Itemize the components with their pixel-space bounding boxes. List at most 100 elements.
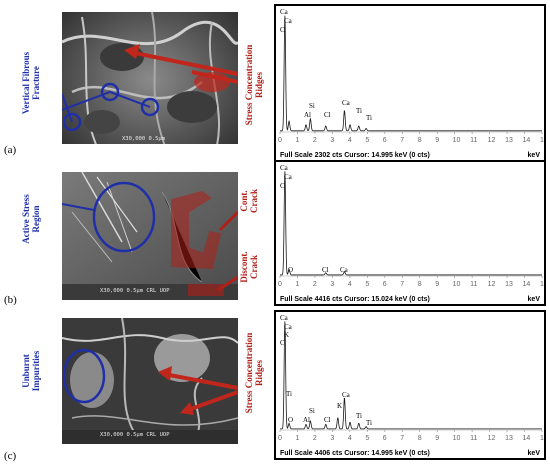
row-c-scalebar: X30,000 0.5µm CRL UOP — [100, 432, 170, 438]
tick-label: 2 — [313, 137, 317, 144]
row-b-footer: Full Scale 4416 cts Cursor: 15.024 keV (… — [280, 296, 430, 303]
tick-label: 0 — [278, 435, 282, 442]
row-a-peak-ca-2: Ca — [284, 17, 292, 25]
tick-label: 12 — [488, 435, 496, 442]
tick-label: 11 — [470, 435, 477, 442]
row-c-label: (c) — [4, 450, 17, 462]
tick-label: 1 — [295, 435, 299, 442]
tick-label: 8 — [418, 435, 422, 442]
row-c-footer: Full Scale 4406 cts Cursor: 14.995 keV (… — [280, 450, 430, 457]
tick-label: 4 — [348, 281, 352, 288]
tick-label: 11 — [470, 281, 477, 288]
row-c-peak-ca-1: Ca — [280, 314, 288, 322]
row-b-peak-cl: Cl — [322, 266, 329, 274]
row-c-peak-ti-2: Ti — [356, 412, 362, 420]
row-c-left-label: Unburnt Impurities — [21, 350, 41, 392]
tick-label: 4 — [348, 435, 352, 442]
row-b-right-label-2: Discont. Crack — [239, 251, 259, 283]
tick-label: 13 — [505, 281, 513, 288]
tick-label: 3 — [330, 435, 334, 442]
row-a-sem-texture — [62, 12, 238, 162]
tick-label: 3 — [330, 137, 334, 144]
row-c-peak-ca-2: Ca — [284, 323, 292, 331]
row-a-footer: Full Scale 2302 cts Cursor: 14.995 keV (… — [280, 152, 430, 159]
row-a-spectrum-plot: 0123456789101112131415 — [278, 15, 544, 144]
row-b-spectrum-plot: 0123456789101112131415 — [278, 171, 544, 288]
tick-label: 9 — [435, 137, 439, 144]
row-c-peak-ca-3: Ca — [342, 391, 350, 399]
row-b-unit: keV — [527, 296, 540, 303]
row-a-peak-si: Si — [309, 102, 315, 110]
row-c-peak-cl: Cl — [324, 416, 331, 424]
tick-label: 0 — [278, 281, 282, 288]
tick-label: 15 — [540, 281, 544, 288]
row-c-peak-ti-1: Ti — [286, 390, 292, 398]
spectrum-trace — [280, 171, 542, 276]
tick-label: 15 — [540, 435, 544, 442]
tick-label: 6 — [383, 435, 387, 442]
tick-label: 13 — [505, 435, 513, 442]
tick-label: 1 — [295, 137, 299, 144]
tick-label: 0 — [278, 137, 282, 144]
row-b-label: (b) — [4, 294, 17, 306]
row-c-sem-image: X30,000 0.5µm CRL UOP — [62, 318, 238, 444]
tick-label: 10 — [453, 435, 461, 442]
row-c-eds-spectrum: 0123456789101112131415 Ca Ca K C Ti O Al… — [274, 310, 546, 460]
tick-label: 1 — [295, 281, 299, 288]
row-a-peak-ca-1: Ca — [280, 8, 288, 16]
row-b-right-label-1: Cont. Crack — [239, 189, 259, 213]
row-a-peak-c: C — [280, 26, 285, 34]
tick-label: 7 — [400, 435, 404, 442]
row-c-peak-c: C — [280, 339, 285, 347]
row-c-right-label: Stress Concentration Ridges — [244, 332, 264, 414]
row-b-peak-o: O — [288, 266, 294, 274]
row-c-unit: keV — [527, 450, 540, 457]
row-a-right-label: Stress Concentration Ridges — [244, 44, 264, 126]
row-b-peak-c: C — [280, 182, 285, 190]
tick-label: 2 — [313, 435, 317, 442]
tick-label: 3 — [330, 281, 334, 288]
tick-label: 10 — [453, 281, 461, 288]
row-c-peak-o: O — [288, 416, 294, 424]
row-b-scalebar: X30,000 0.5µm CRL UOP — [100, 288, 170, 294]
tick-label: 4 — [348, 137, 352, 144]
tick-label: 6 — [383, 137, 387, 144]
row-b-eds-spectrum: 0123456789101112131415 Ca Ca C O Cl Ca F… — [274, 160, 546, 306]
row-a-peak-ti-2: Ti — [366, 114, 372, 122]
row-b-peak-ca-2: Ca — [284, 173, 292, 181]
spectrum-trace — [280, 321, 542, 430]
row-c-peak-si: Si — [309, 407, 315, 415]
tick-label: 14 — [523, 281, 531, 288]
row-a-peak-al: Al — [304, 111, 311, 119]
tick-label: 2 — [313, 281, 317, 288]
row-a-peak-ca-3: Ca — [342, 99, 350, 107]
row-a-label: (a) — [4, 144, 17, 156]
row-a-unit: keV — [527, 152, 540, 159]
tick-label: 13 — [505, 137, 513, 144]
tick-label: 12 — [488, 281, 496, 288]
tick-label: 8 — [418, 137, 422, 144]
tick-label: 7 — [400, 137, 404, 144]
row-a-eds-spectrum: 0123456789101112131415 Ca Ca C Si Al Cl … — [274, 4, 546, 162]
row-a-sem-image: X30,000 0.5µm — [62, 12, 238, 162]
tick-label: 8 — [418, 281, 422, 288]
row-a-left-label: Vertical Fibrous Fracture — [21, 51, 41, 115]
tick-label: 6 — [383, 281, 387, 288]
tick-label: 9 — [435, 435, 439, 442]
row-c-peak-k-1: K — [284, 331, 290, 339]
tick-label: 12 — [488, 137, 496, 144]
spectrum-trace — [280, 15, 542, 132]
row-b-left-label: Active Stress Region — [21, 194, 41, 244]
tick-label: 5 — [365, 435, 369, 442]
tick-label: 14 — [523, 435, 531, 442]
tick-label: 15 — [540, 137, 544, 144]
row-b-peak-ca-3: Ca — [340, 266, 348, 274]
row-c-peak-k-2: K — [337, 402, 343, 410]
row-c-spectrum-plot: 0123456789101112131415 — [278, 321, 544, 442]
row-c-sem-texture — [62, 318, 238, 444]
row-b-peak-ca-1: Ca — [280, 164, 288, 172]
tick-label: 5 — [365, 281, 369, 288]
row-c-peak-ti-3: Ti — [366, 419, 372, 427]
row-a-scalebar: X30,000 0.5µm — [122, 136, 166, 142]
row-b-sem-image: X30,000 0.5µm CRL UOP — [62, 172, 238, 300]
